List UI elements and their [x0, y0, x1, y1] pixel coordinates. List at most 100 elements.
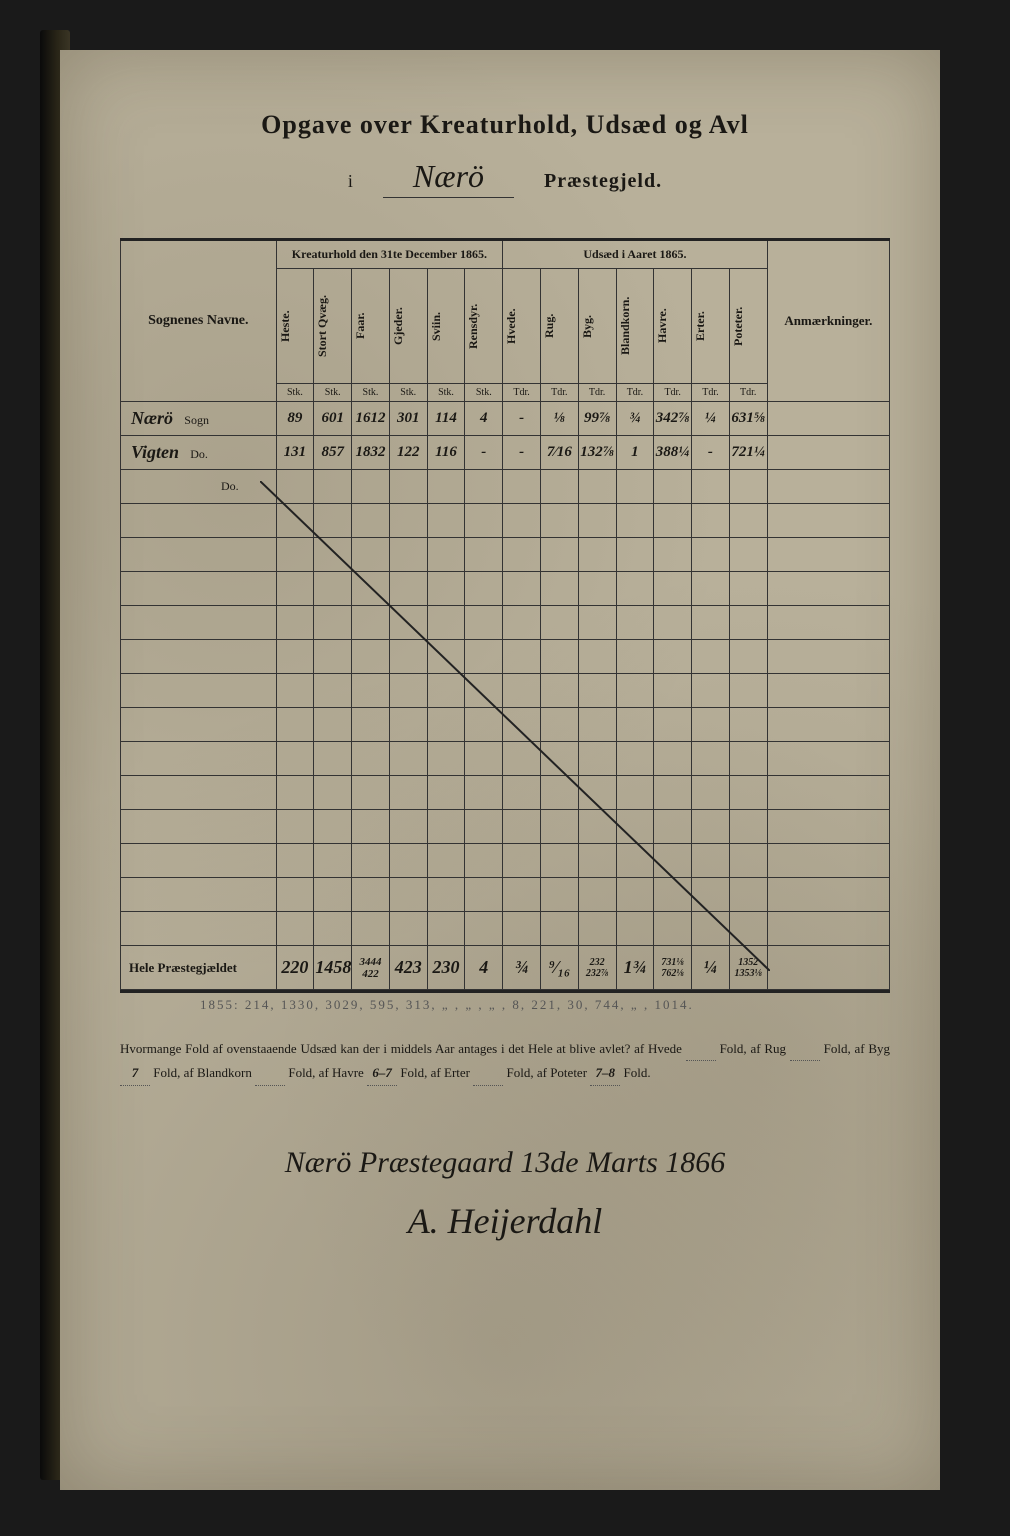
data-cell	[276, 504, 314, 538]
data-cell	[314, 606, 352, 640]
l-poteter: Poteter	[550, 1065, 587, 1080]
fw2: Fold, af	[824, 1041, 865, 1056]
data-cell	[427, 878, 465, 912]
tot-k0: 220	[276, 946, 314, 990]
tot-k1: 1458	[314, 946, 352, 990]
u-tdr: Tdr.	[654, 384, 692, 402]
tot-k4: 230	[427, 946, 465, 990]
data-cell	[503, 878, 541, 912]
data-cell	[578, 606, 616, 640]
data-cell	[654, 572, 692, 606]
pencil-comparison: 1855: 214, 1330, 3029, 595, 313, „ , „ ,…	[120, 993, 890, 1017]
data-cell	[121, 878, 277, 912]
data-cell	[314, 742, 352, 776]
anm-cell	[767, 402, 889, 436]
data-cell	[276, 776, 314, 810]
data-cell	[578, 640, 616, 674]
data-cell	[578, 674, 616, 708]
data-cell	[692, 538, 730, 572]
data-cell	[121, 674, 277, 708]
data-cell	[503, 742, 541, 776]
data-cell	[692, 606, 730, 640]
fold-end: Fold.	[624, 1065, 651, 1080]
data-cell	[616, 708, 654, 742]
table-row	[121, 504, 890, 538]
data-cell	[389, 844, 427, 878]
data-cell	[427, 538, 465, 572]
data-cell	[692, 912, 730, 946]
data-cell	[767, 470, 889, 504]
data-cell	[427, 470, 465, 504]
fw4: Fold, af	[288, 1065, 328, 1080]
data-cell	[314, 912, 352, 946]
data-cell	[729, 606, 767, 640]
l-rug: Rug	[764, 1041, 786, 1056]
u-tdr: Tdr.	[503, 384, 541, 402]
table-row	[121, 912, 890, 946]
data-cell	[121, 606, 277, 640]
data-cell: 116	[427, 436, 465, 470]
data-cell	[389, 810, 427, 844]
byg-val: 7	[120, 1061, 150, 1085]
data-cell: 122	[389, 436, 427, 470]
data-cell	[352, 470, 390, 504]
data-cell	[540, 470, 578, 504]
col-anm: Anmærkninger.	[767, 241, 889, 402]
data-cell	[654, 742, 692, 776]
table-row	[121, 674, 890, 708]
data-cell	[616, 674, 654, 708]
u-stk: Stk.	[352, 384, 390, 402]
data-cell: 114	[427, 402, 465, 436]
data-cell	[654, 844, 692, 878]
data-cell	[654, 606, 692, 640]
u-stk: Stk.	[389, 384, 427, 402]
table-row	[121, 538, 890, 572]
tot-k2: 3444 422	[352, 946, 390, 990]
table-row	[121, 844, 890, 878]
data-cell	[729, 470, 767, 504]
data-cell	[503, 844, 541, 878]
scan-frame: Opgave over Kreaturhold, Udsæd og Avl i …	[0, 0, 1010, 1536]
data-cell: 99⅞	[578, 402, 616, 436]
rug-val	[790, 1037, 820, 1061]
ledger-page: Opgave over Kreaturhold, Udsæd og Avl i …	[60, 50, 940, 1490]
data-cell	[121, 776, 277, 810]
tot-u5: ¼	[692, 946, 730, 990]
total-label: Hele Præstegjældet	[121, 946, 277, 990]
data-cell	[352, 708, 390, 742]
data-cell	[616, 742, 654, 776]
data-cell	[389, 538, 427, 572]
tot-u3: 1¾	[616, 946, 654, 990]
data-cell	[389, 674, 427, 708]
data-cell	[465, 844, 503, 878]
fold-intro: Hvormange Fold af ovenstaaende Udsæd kan…	[120, 1041, 682, 1056]
table-row	[121, 640, 890, 674]
havre-val: 6–7	[367, 1061, 397, 1085]
data-cell	[389, 504, 427, 538]
data-cell	[540, 810, 578, 844]
table-row: Do.	[121, 470, 890, 504]
l-havre: Havre	[332, 1065, 364, 1080]
fold-paragraph: Hvormange Fold af ovenstaaende Udsæd kan…	[120, 1037, 890, 1086]
table-body: Nærö Sogn8960116123011144-⅛99⅞¾342⅞¼631⅝…	[121, 402, 890, 946]
data-cell	[389, 742, 427, 776]
data-cell	[616, 878, 654, 912]
erter-val	[473, 1061, 503, 1085]
data-cell	[654, 810, 692, 844]
total-row: Hele Præstegjældet 220 1458 3444 422 423…	[121, 946, 890, 990]
data-cell	[352, 538, 390, 572]
data-cell	[654, 878, 692, 912]
tot-u1: ⁹⁄₁₆	[540, 946, 578, 990]
data-cell	[503, 776, 541, 810]
data-cell	[352, 606, 390, 640]
data-cell	[352, 504, 390, 538]
data-cell	[314, 572, 352, 606]
data-cell	[767, 708, 889, 742]
data-cell: -	[503, 436, 541, 470]
data-cell	[616, 810, 654, 844]
data-cell	[692, 878, 730, 912]
data-cell	[314, 810, 352, 844]
table-row	[121, 708, 890, 742]
data-cell	[276, 640, 314, 674]
data-cell	[767, 572, 889, 606]
